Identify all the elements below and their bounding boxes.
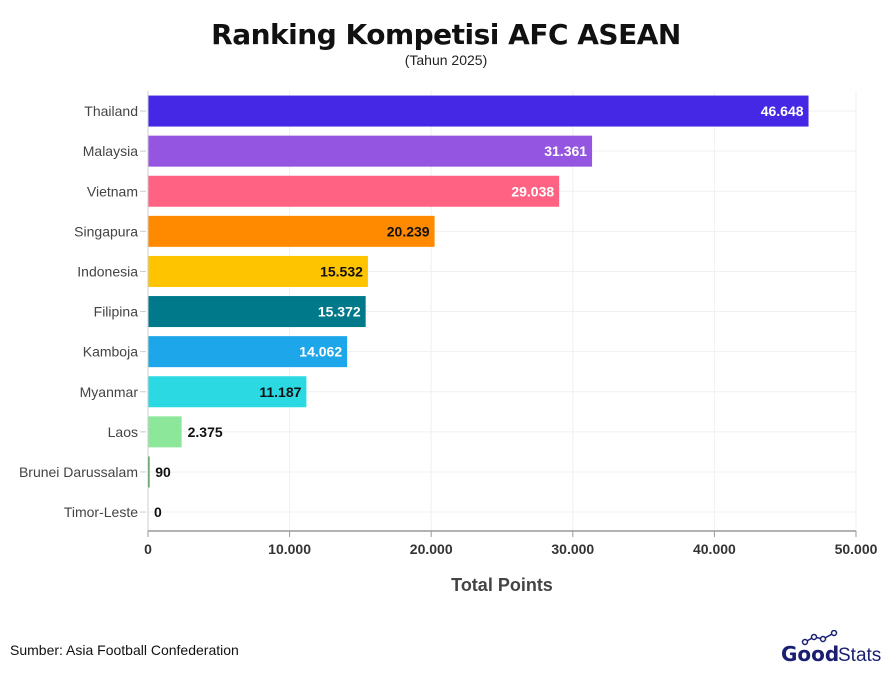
goodstats-logo: Good Stats <box>781 629 886 670</box>
y-tick-label: Brunei Darussalam <box>19 464 138 480</box>
data-label: 15.532 <box>320 263 363 279</box>
source-note: Sumber: Asia Football Confederation <box>10 642 239 658</box>
chart-title: Ranking Kompetisi AFC ASEAN <box>211 18 681 51</box>
bar <box>148 255 368 287</box>
data-label: 14.062 <box>299 344 342 360</box>
x-tick-label: 10.000 <box>268 541 311 557</box>
y-tick-label: Thailand <box>84 103 138 119</box>
y-tick-label: Vietnam <box>87 183 138 199</box>
svg-text:Good: Good <box>781 642 839 665</box>
data-label: 15.372 <box>318 304 361 320</box>
x-tick-label: 50.000 <box>835 541 878 557</box>
bar <box>148 416 182 448</box>
y-tick-label: Laos <box>108 424 138 440</box>
y-tick-label: Singapura <box>74 223 138 239</box>
bar <box>148 456 150 488</box>
data-label: 11.187 <box>259 384 301 400</box>
x-tick-label: 40.000 <box>693 541 736 557</box>
data-label: 29.038 <box>511 183 554 199</box>
data-label: 90 <box>155 464 171 480</box>
data-label: 0 <box>154 504 162 520</box>
data-label: 46.648 <box>761 103 804 119</box>
y-tick-label: Kamboja <box>83 344 138 360</box>
data-label: 31.361 <box>544 143 587 159</box>
y-tick-label: Malaysia <box>83 143 138 159</box>
bar <box>148 135 593 167</box>
chart-subtitle: (Tahun 2025) <box>404 52 488 68</box>
svg-text:Stats: Stats <box>838 645 881 665</box>
y-tick-label: Myanmar <box>80 384 139 400</box>
bar <box>148 95 809 127</box>
y-tick-label: Filipina <box>94 304 139 320</box>
x-axis-title: Total Points <box>451 575 553 595</box>
y-tick-label: Timor-Leste <box>64 504 138 520</box>
bar-chart: 0 10.000 20.000 30.000 40.000 50.000 Thailand 4… <box>19 91 878 595</box>
data-label: 2.375 <box>188 424 223 440</box>
bar <box>148 296 366 328</box>
bar <box>148 376 307 408</box>
x-tick-label: 30.000 <box>551 541 594 557</box>
goodstats-logo-icon: Good Stats <box>781 629 881 666</box>
data-label: 20.239 <box>387 223 430 239</box>
bar <box>148 175 560 207</box>
x-tick-label: 20.000 <box>410 541 453 557</box>
bar <box>148 336 348 368</box>
bar <box>148 215 435 247</box>
x-tick-label: 0 <box>144 541 152 557</box>
y-tick-label: Indonesia <box>77 263 138 279</box>
